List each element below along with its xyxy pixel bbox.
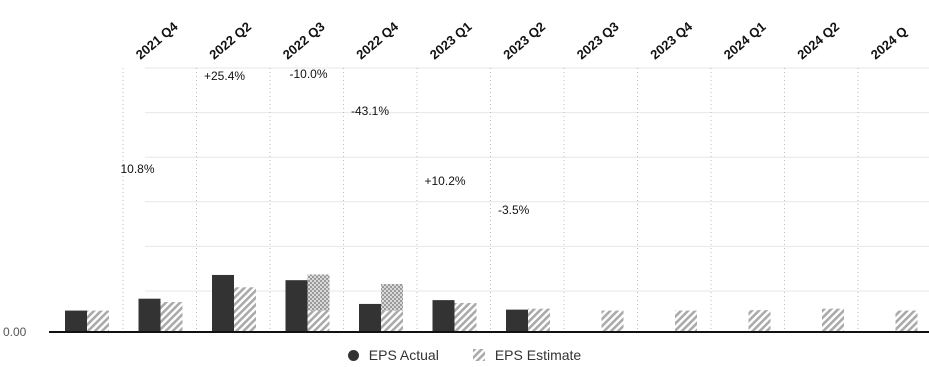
eps-chart: 10.8% +25.4% -10.0% -43.1% +10.2% -3.5% 2021 Q… bbox=[3, 18, 929, 339]
x-tick-label: 2024 Q1 bbox=[721, 19, 769, 63]
eps-estimate-bar[interactable] bbox=[748, 310, 771, 331]
legend-label-estimate: EPS Estimate bbox=[494, 347, 582, 363]
eps-estimate-bar[interactable] bbox=[234, 287, 256, 331]
change-label: +25.4% bbox=[204, 69, 245, 83]
eps-actual-bar[interactable] bbox=[65, 310, 87, 331]
x-tick-label: 2023 Q4 bbox=[647, 18, 695, 62]
eps-actual-bar[interactable] bbox=[432, 300, 455, 331]
chart-legend: EPS Actual EPS Estimate bbox=[0, 344, 929, 366]
x-tick-label: 2022 Q4 bbox=[353, 18, 401, 62]
change-label: -3.5% bbox=[498, 203, 530, 217]
eps-actual-bar[interactable] bbox=[359, 303, 381, 331]
eps-estimate-bar[interactable] bbox=[528, 308, 550, 331]
change-label: -43.1% bbox=[351, 104, 389, 118]
eps-estimate-bar-base bbox=[307, 310, 330, 331]
y-tick-label: 0.00 bbox=[3, 325, 27, 339]
x-tick-label: 2022 Q3 bbox=[280, 19, 328, 63]
eps-estimate-bar[interactable] bbox=[160, 302, 183, 331]
eps-estimate-bar-base bbox=[381, 310, 403, 331]
eps-estimate-bar[interactable] bbox=[822, 308, 844, 331]
legend-label-actual: EPS Actual bbox=[368, 347, 439, 363]
eps-estimate-bar[interactable] bbox=[87, 310, 109, 331]
x-tick-label: 2022 Q2 bbox=[206, 19, 254, 63]
eps-estimate-bar[interactable] bbox=[454, 302, 477, 331]
x-tick-label: 2024 Q bbox=[868, 23, 910, 62]
legend-item-estimate[interactable]: EPS Estimate bbox=[472, 347, 582, 363]
change-label: +10.2% bbox=[425, 174, 466, 188]
eps-actual-bar[interactable] bbox=[138, 298, 161, 331]
eps-estimate-bar[interactable] bbox=[601, 310, 624, 331]
change-label: 10.8% bbox=[121, 162, 155, 176]
hatch-icon bbox=[472, 349, 485, 361]
x-tick-label: 2023 Q2 bbox=[500, 19, 548, 63]
eps-actual-bar[interactable] bbox=[212, 274, 234, 331]
eps-actual-bar[interactable] bbox=[506, 309, 528, 331]
eps-estimate-bar[interactable] bbox=[675, 310, 697, 331]
legend-item-actual[interactable]: EPS Actual bbox=[347, 347, 439, 363]
x-tick-label: 2024 Q2 bbox=[794, 19, 842, 63]
change-label: -10.0% bbox=[290, 67, 328, 81]
circle-icon bbox=[347, 349, 359, 361]
x-tick-label: 2023 Q1 bbox=[427, 19, 475, 63]
eps-actual-bar[interactable] bbox=[285, 280, 308, 331]
eps-estimate-bar[interactable] bbox=[895, 310, 918, 331]
x-tick-label: 2023 Q3 bbox=[574, 19, 622, 63]
x-tick-label: 2021 Q4 bbox=[133, 18, 181, 62]
